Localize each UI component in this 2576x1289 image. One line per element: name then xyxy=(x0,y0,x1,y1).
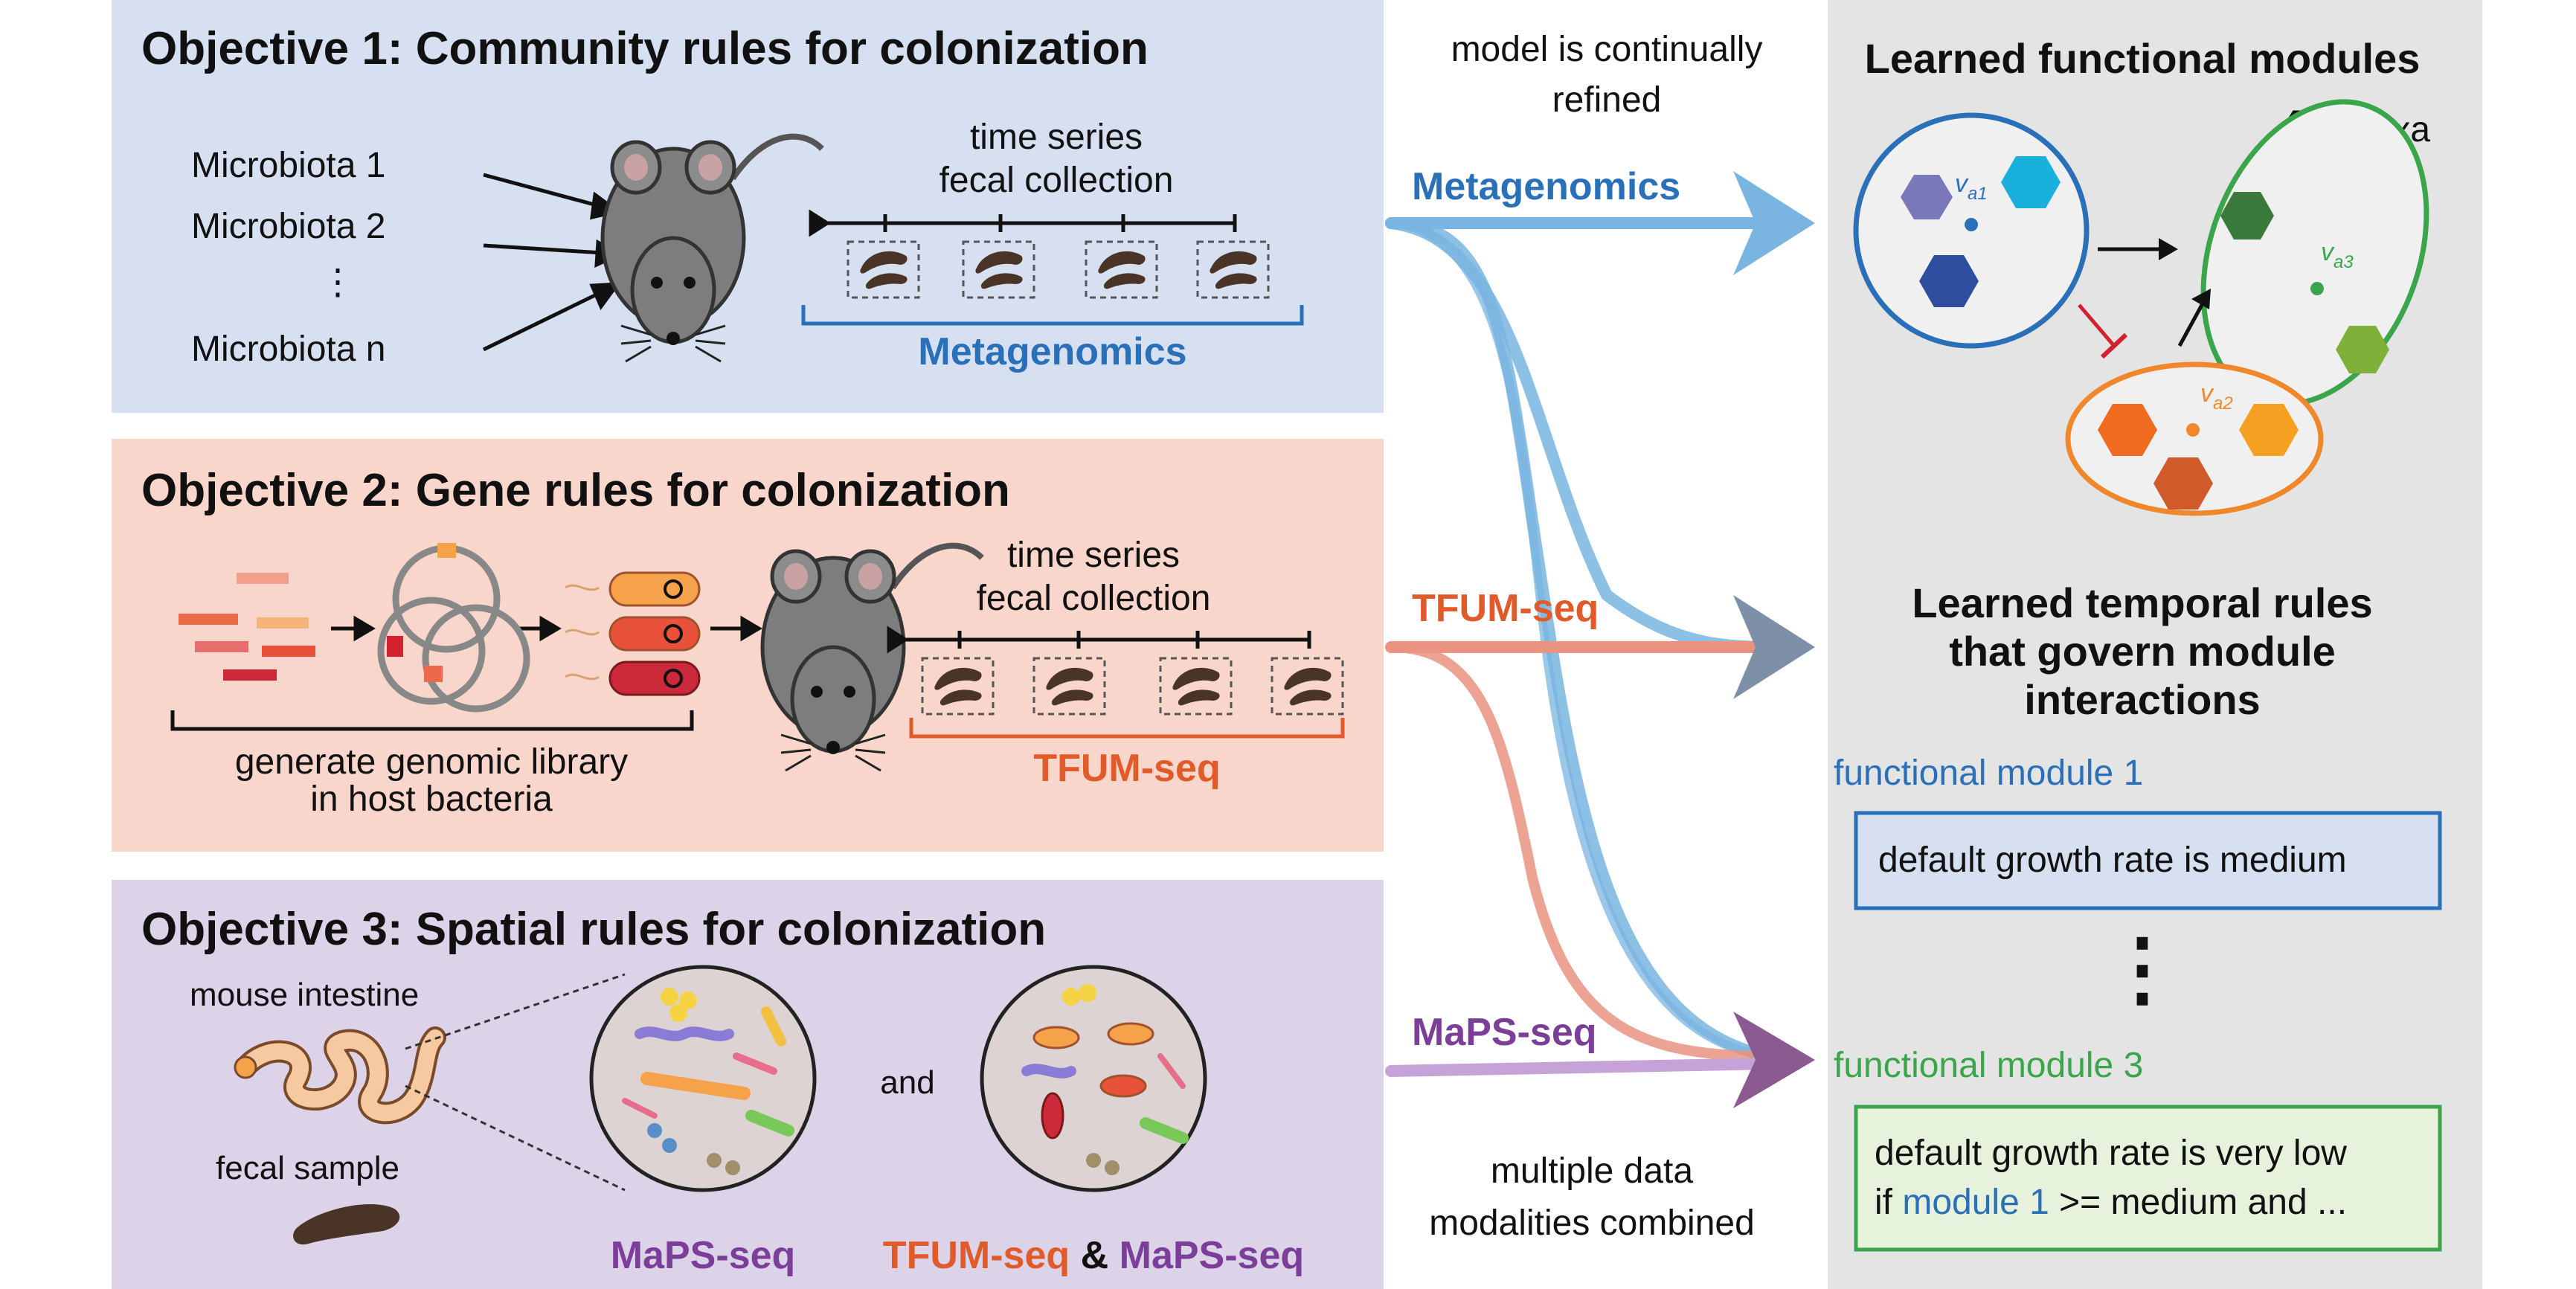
obj3-method-right-amp: & xyxy=(1070,1234,1119,1277)
spatial-view-left xyxy=(589,965,817,1192)
stream3-label: MaPS-seq xyxy=(1412,1011,1597,1054)
data-streams xyxy=(1385,217,1776,1077)
obj1-method-label: Metagenomics xyxy=(918,330,1186,373)
module-a1 xyxy=(1853,112,2090,349)
objective3-title: Objective 3: Spatial rules for colonizat… xyxy=(141,904,1046,955)
va3-sub: a3 xyxy=(2334,252,2354,272)
middle-bottom-line1: multiple data xyxy=(1491,1151,1693,1191)
obj2-left-bracket xyxy=(170,710,694,731)
module3-rule-line2: if module 1 >= medium and ... xyxy=(1875,1183,2347,1222)
microbiota-2-label: Microbiota 2 xyxy=(191,207,385,246)
obj2-right-bracket xyxy=(909,718,1345,739)
module3-rule-suffix: >= medium and ... xyxy=(2049,1183,2347,1222)
module1-rule: default growth rate is medium xyxy=(1878,840,2347,880)
obj2-method-label: TFUM-seq xyxy=(1033,747,1220,790)
module-a2-label: va2 xyxy=(2200,379,2233,414)
middle-top-line1: model is continually xyxy=(1451,30,1763,69)
module1-rule-box xyxy=(1854,811,2442,910)
va2-v: v xyxy=(2200,379,2214,408)
obj2-timeseries-line2: fecal collection xyxy=(977,579,1211,618)
objective1-title: Objective 1: Community rules for coloniz… xyxy=(141,23,1149,74)
obj2-timeseries-line1: time series xyxy=(1007,536,1180,575)
obj1-bracket xyxy=(801,305,1304,326)
and-label: and xyxy=(880,1064,934,1101)
zoom-lines xyxy=(405,973,626,1192)
rules-title-line3: interactions xyxy=(2024,676,2260,723)
module1-label: functional module 1 xyxy=(1834,753,2143,793)
module3-rule-highlight: module 1 xyxy=(1902,1183,2049,1222)
objective1-panel xyxy=(112,0,1384,413)
microbiota-1-label: Microbiota 1 xyxy=(191,146,385,185)
stream3-arrowhead xyxy=(1733,1012,1815,1108)
host-bacteria-icon xyxy=(565,571,701,696)
rules-title-line1: Learned temporal rules xyxy=(1912,579,2372,626)
obj2-timeline xyxy=(887,626,1311,654)
obj3-method-right-b: MaPS-seq xyxy=(1120,1234,1305,1277)
module3-rule-box xyxy=(1854,1105,2442,1252)
intestine-icon xyxy=(234,1026,446,1125)
stream1-label: Metagenomics xyxy=(1412,165,1680,208)
gene-fragments-icon xyxy=(179,573,315,681)
module-a3 xyxy=(2200,99,2429,407)
library-line2: in host bacteria xyxy=(310,779,553,819)
microbiota-n-label: Microbiota n xyxy=(191,330,385,369)
objective2-panel xyxy=(112,439,1384,852)
stream1-arrowhead xyxy=(1733,171,1815,275)
obj3-method-right-a: TFUM-seq xyxy=(883,1234,1070,1277)
module3-label: functional module 3 xyxy=(1834,1046,2143,1085)
intestine-label: mouse intestine xyxy=(190,977,419,1013)
objective2-title: Objective 2: Gene rules for colonization xyxy=(141,465,1010,516)
middle-bottom-line2: modalities combined xyxy=(1429,1203,1755,1243)
middle-top-line2: refined xyxy=(1552,80,1662,120)
va1-sub: a1 xyxy=(1968,184,1988,204)
obj2-fecal-samples xyxy=(921,657,1344,716)
obj3-method-right: TFUM-seq & MaPS-seq xyxy=(883,1234,1304,1277)
rules-title-line2: that govern module xyxy=(1949,628,2336,675)
arrow-icon xyxy=(331,615,762,642)
spatial-view-right xyxy=(980,965,1207,1192)
module-a2 xyxy=(2065,361,2324,516)
va3-v: v xyxy=(2321,238,2335,266)
va2-sub: a2 xyxy=(2213,393,2233,414)
plasmid-library-icon xyxy=(377,543,530,713)
fecal-sample-label: fecal sample xyxy=(216,1150,399,1186)
obj1-fecal-samples xyxy=(847,240,1270,299)
rules-ellipsis: ⋮ xyxy=(2101,923,2183,1015)
modules-title: Learned functional modules xyxy=(1865,35,2421,82)
module-a1-label: va1 xyxy=(1955,170,1988,204)
module3-rule-line1: default growth rate is very low xyxy=(1875,1134,2347,1173)
obj3-method-left: MaPS-seq xyxy=(611,1234,796,1277)
obj1-timeseries-line1: time series xyxy=(970,118,1143,157)
library-line1: generate genomic library xyxy=(235,742,628,782)
obj1-timeline xyxy=(809,209,1237,237)
module-interaction-arrows xyxy=(2078,238,2211,359)
stream2-arrowhead xyxy=(1733,595,1815,699)
module3-rule-prefix: if xyxy=(1875,1183,1902,1222)
va1-v: v xyxy=(1955,170,1969,198)
obj1-timeseries-line2: fecal collection xyxy=(939,161,1174,200)
module-a3-label: va3 xyxy=(2321,238,2354,272)
stream2-label: TFUM-seq xyxy=(1412,587,1599,630)
microbiota-dots-label: ⋮ xyxy=(320,263,356,302)
fecal-sample-icon xyxy=(293,1204,400,1245)
